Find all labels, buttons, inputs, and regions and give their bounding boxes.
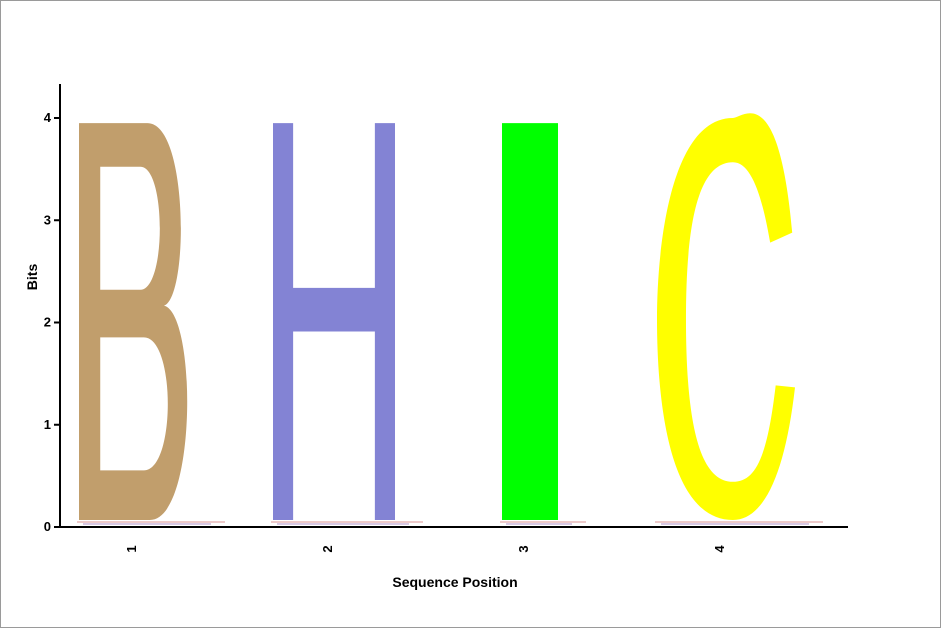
- residual-letters: [500, 521, 586, 523]
- residual-letters: [661, 523, 809, 525]
- x-axis-label: Sequence Position: [392, 574, 517, 590]
- logo-letter-h: [273, 123, 395, 521]
- residual-letters: [277, 523, 409, 525]
- residual-letters: [77, 521, 225, 523]
- logo-letter-b: [79, 123, 188, 521]
- y-tick-label: 2: [44, 315, 51, 330]
- x-tick-label: 1: [124, 545, 139, 552]
- y-tick-label: 3: [44, 212, 51, 227]
- x-tick-label: 4: [712, 545, 727, 553]
- x-tick-label: 2: [320, 545, 335, 552]
- chart-axes: 0 1 2 3 4 1 2 3 4: [44, 84, 848, 553]
- logo-glyphs: [77, 113, 823, 525]
- y-axis-label: Bits: [24, 264, 40, 291]
- residual-letters: [506, 523, 572, 525]
- residual-letters: [83, 523, 211, 525]
- x-tick-label: 3: [516, 545, 531, 552]
- y-tick-label: 4: [44, 110, 52, 125]
- logo-letter-c: [657, 113, 795, 520]
- residual-letters: [271, 521, 423, 523]
- logo-letter-i: [502, 123, 558, 521]
- y-tick-label: 0: [44, 519, 51, 534]
- residual-letters: [655, 521, 823, 523]
- y-tick-label: 1: [44, 417, 51, 432]
